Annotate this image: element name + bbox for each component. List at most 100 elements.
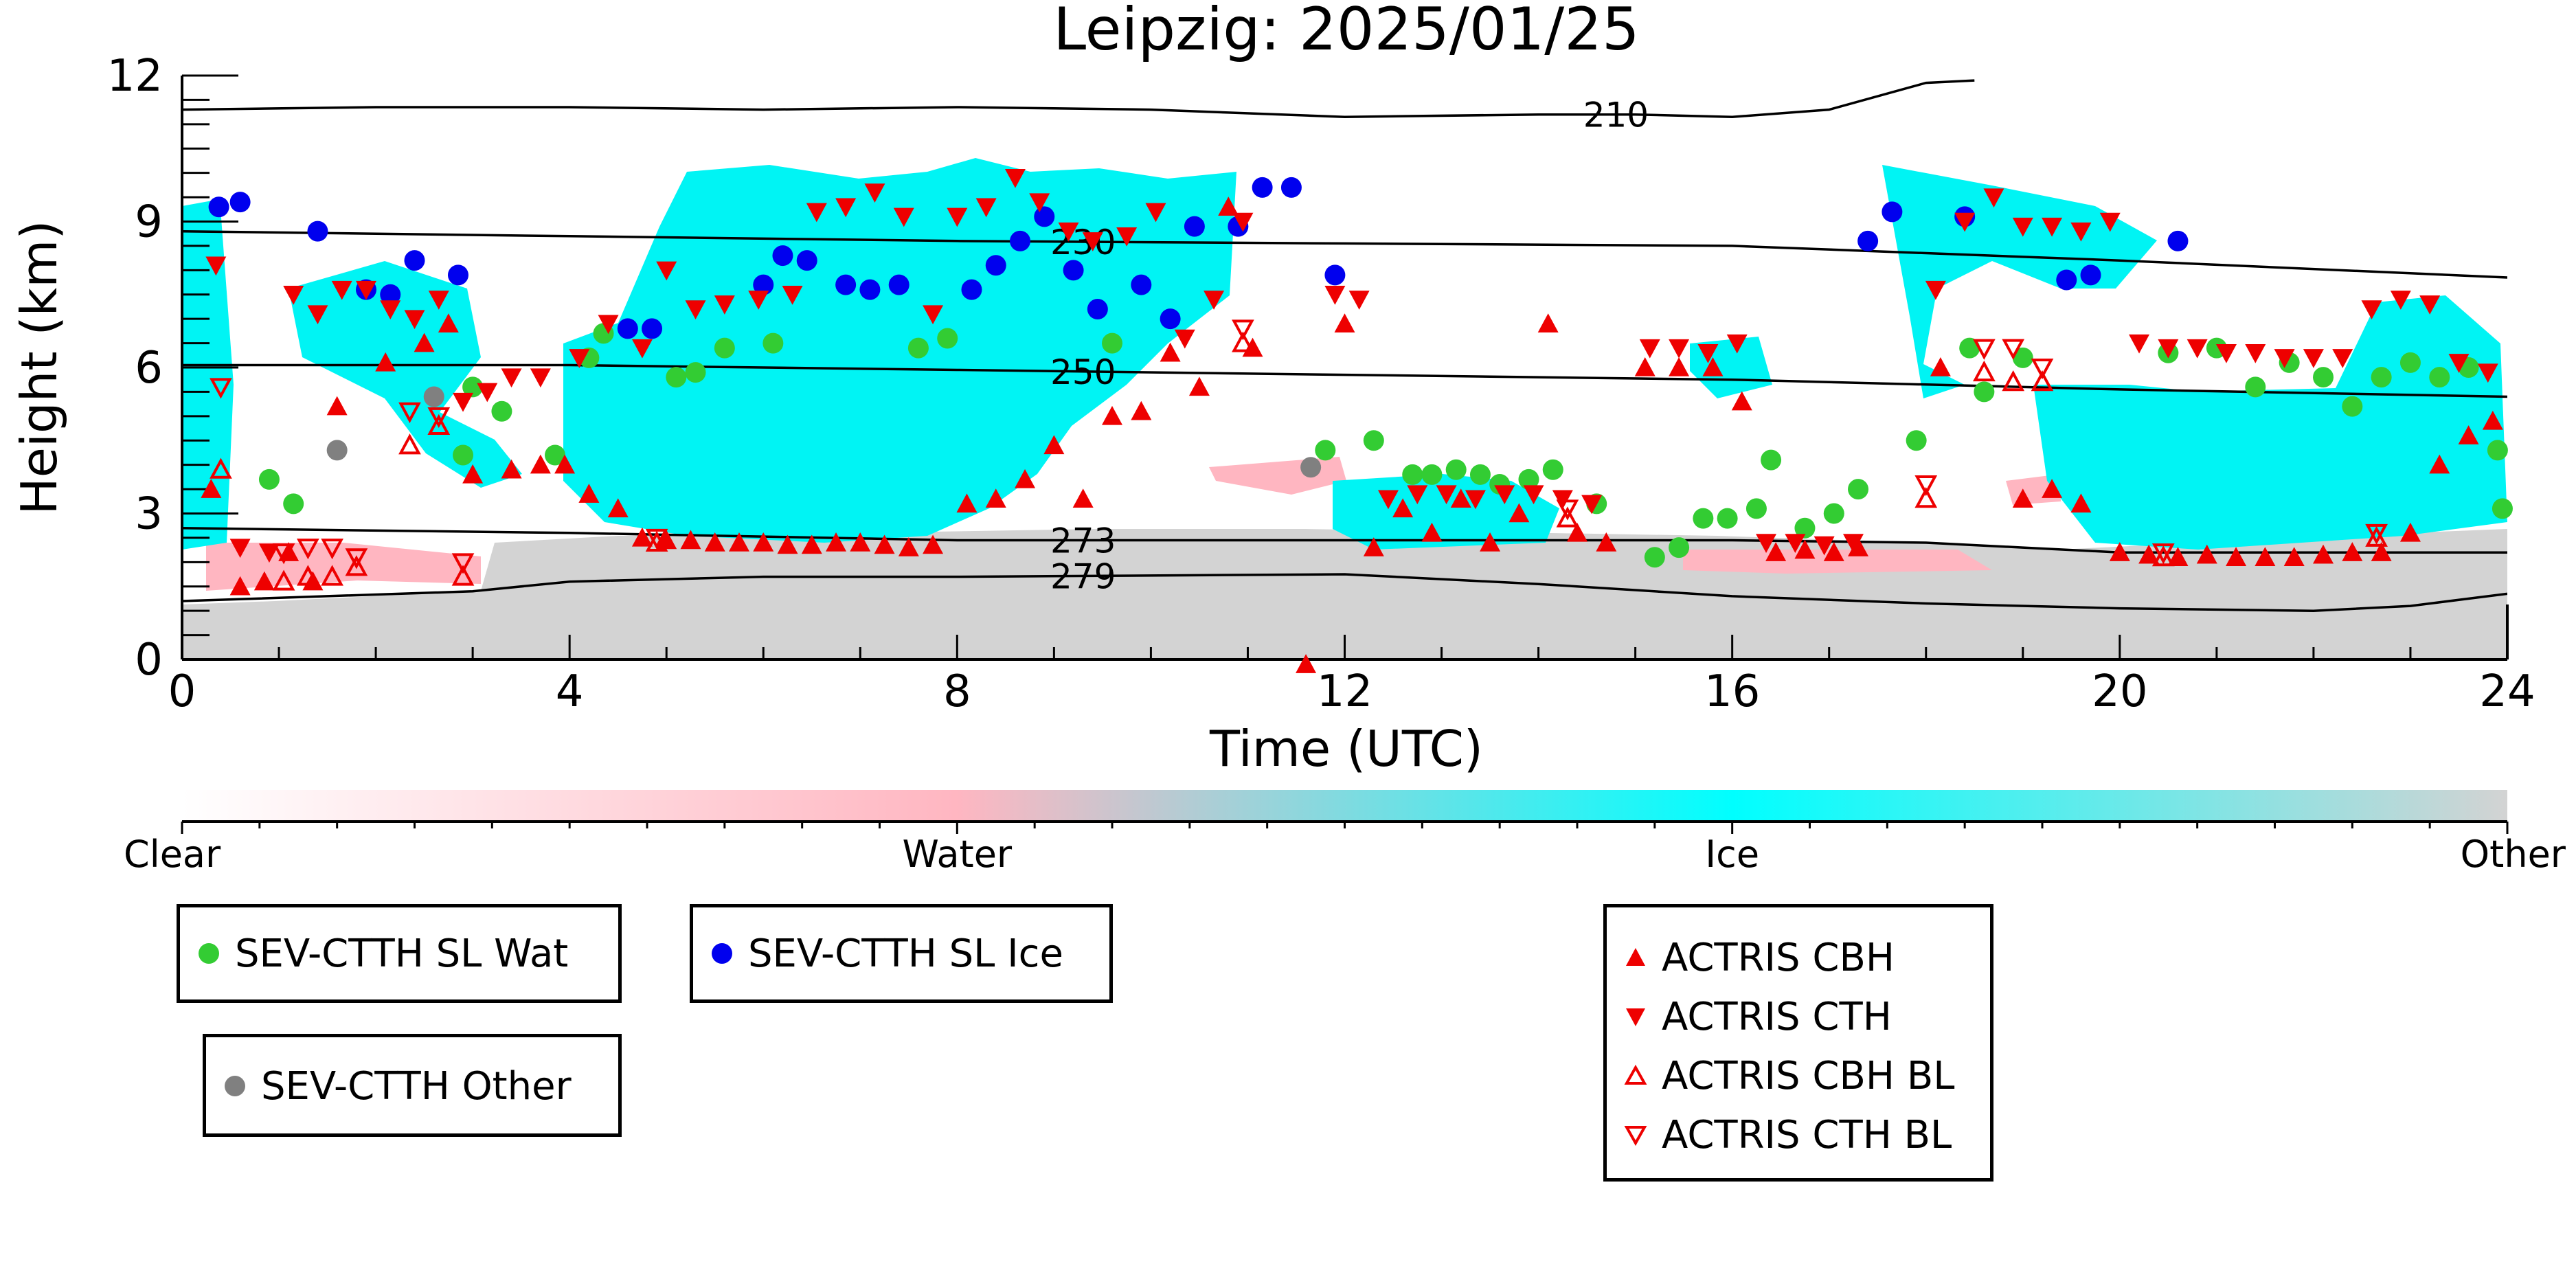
colorbar-gradient — [182, 790, 2507, 822]
data-point — [1848, 479, 1869, 500]
data-point — [1794, 517, 1816, 539]
data-point — [272, 543, 295, 565]
data-point — [2390, 291, 2411, 310]
data-point — [428, 291, 449, 310]
data-point — [898, 537, 919, 556]
data-point — [1974, 381, 1995, 403]
legend-label: ACTRIS CBH — [1662, 935, 1895, 980]
data-point — [923, 534, 944, 554]
data-point — [1523, 485, 1544, 505]
circle-marker-icon — [199, 943, 219, 964]
colorbar-label: Ice — [1705, 833, 1759, 876]
data-point — [2245, 344, 2266, 363]
data-point — [642, 318, 663, 339]
data-point — [772, 245, 793, 267]
data-point — [666, 367, 687, 388]
data-point — [321, 539, 343, 560]
data-point — [345, 555, 368, 576]
data-point — [1450, 488, 1471, 508]
data-point — [2109, 542, 2130, 561]
data-point — [1010, 230, 1031, 251]
data-point — [850, 532, 871, 552]
data-point — [1765, 542, 1787, 561]
data-point — [404, 250, 425, 271]
data-point — [2031, 359, 2054, 380]
data-point — [1363, 430, 1384, 451]
data-point — [1745, 498, 1767, 519]
data-point — [253, 571, 275, 591]
legend-entry: ACTRIS CTH — [1622, 993, 1892, 1041]
data-point — [714, 295, 735, 315]
data-point — [210, 378, 232, 399]
data-point — [631, 339, 653, 359]
data-point — [1542, 459, 1563, 480]
data-point — [782, 286, 803, 305]
data-point — [1842, 534, 1864, 553]
data-point — [907, 337, 929, 359]
x-tick-label: 4 — [556, 666, 584, 717]
data-point — [2313, 367, 2334, 388]
data-point — [2080, 264, 2101, 286]
data-point — [1232, 331, 1254, 352]
colorbar-label: Clear — [124, 833, 221, 876]
data-point — [307, 221, 328, 242]
data-point — [2129, 334, 2150, 354]
data-point — [1315, 440, 1336, 461]
circle-marker-icon — [712, 943, 732, 964]
data-point — [2371, 367, 2392, 388]
data-point — [753, 532, 774, 552]
y-tick-label: 0 — [135, 635, 163, 686]
data-point — [345, 548, 368, 569]
data-point — [1058, 222, 1079, 242]
data-point — [307, 305, 328, 325]
data-point — [380, 300, 401, 319]
data-point — [1377, 490, 1399, 510]
data-point — [1669, 357, 1690, 376]
data-point — [1280, 177, 1302, 198]
data-point — [2361, 300, 2382, 319]
data-point — [2371, 542, 2392, 561]
data-point — [645, 528, 668, 550]
data-point — [1392, 498, 1414, 518]
data-point — [1232, 319, 1254, 341]
data-point — [1300, 457, 1322, 478]
data-point — [1324, 264, 1346, 286]
data-point — [1794, 539, 1816, 559]
data-point — [1509, 503, 1530, 523]
data-point — [1983, 188, 2004, 208]
data-point — [1731, 391, 1752, 411]
data-point — [491, 400, 512, 422]
data-point — [205, 256, 227, 276]
phase-colorbar: Clear Water Ice Other — [124, 790, 2566, 876]
data-point — [1930, 357, 1951, 376]
data-point — [1480, 532, 1501, 552]
data-point — [1494, 485, 1515, 505]
data-point — [1669, 537, 1690, 558]
water-phase-area — [206, 543, 481, 591]
legend-entry: SEV-CTTH Other — [221, 1062, 572, 1110]
data-point — [1102, 405, 1122, 425]
triangle-down-open-marker-icon — [1624, 1126, 1647, 1146]
data-point — [462, 464, 484, 484]
data-point — [1954, 212, 1976, 232]
data-point — [1914, 487, 1938, 508]
colorbar-label: Other — [2461, 833, 2566, 876]
data-point — [2283, 547, 2305, 566]
data-point — [1004, 169, 1026, 188]
data-point — [1914, 475, 1938, 497]
x-axis-label: Time (UTC) — [1209, 720, 1483, 778]
data-point — [462, 376, 484, 398]
x-tick-label: 12 — [1317, 666, 1372, 717]
data-point — [2167, 230, 2189, 251]
data-point — [1556, 499, 1579, 521]
data-point — [210, 457, 232, 479]
data-point — [1131, 400, 1152, 420]
data-point — [2482, 410, 2503, 430]
data-point — [398, 402, 421, 423]
legend-label: ACTRIS CTH BL — [1662, 1112, 1952, 1157]
legend-label: SEV-CTTH SL Ice — [748, 931, 1063, 976]
y-tick-label: 12 — [107, 51, 163, 102]
data-point — [2226, 547, 2247, 566]
data-point — [1131, 274, 1152, 295]
data-point — [201, 479, 222, 498]
